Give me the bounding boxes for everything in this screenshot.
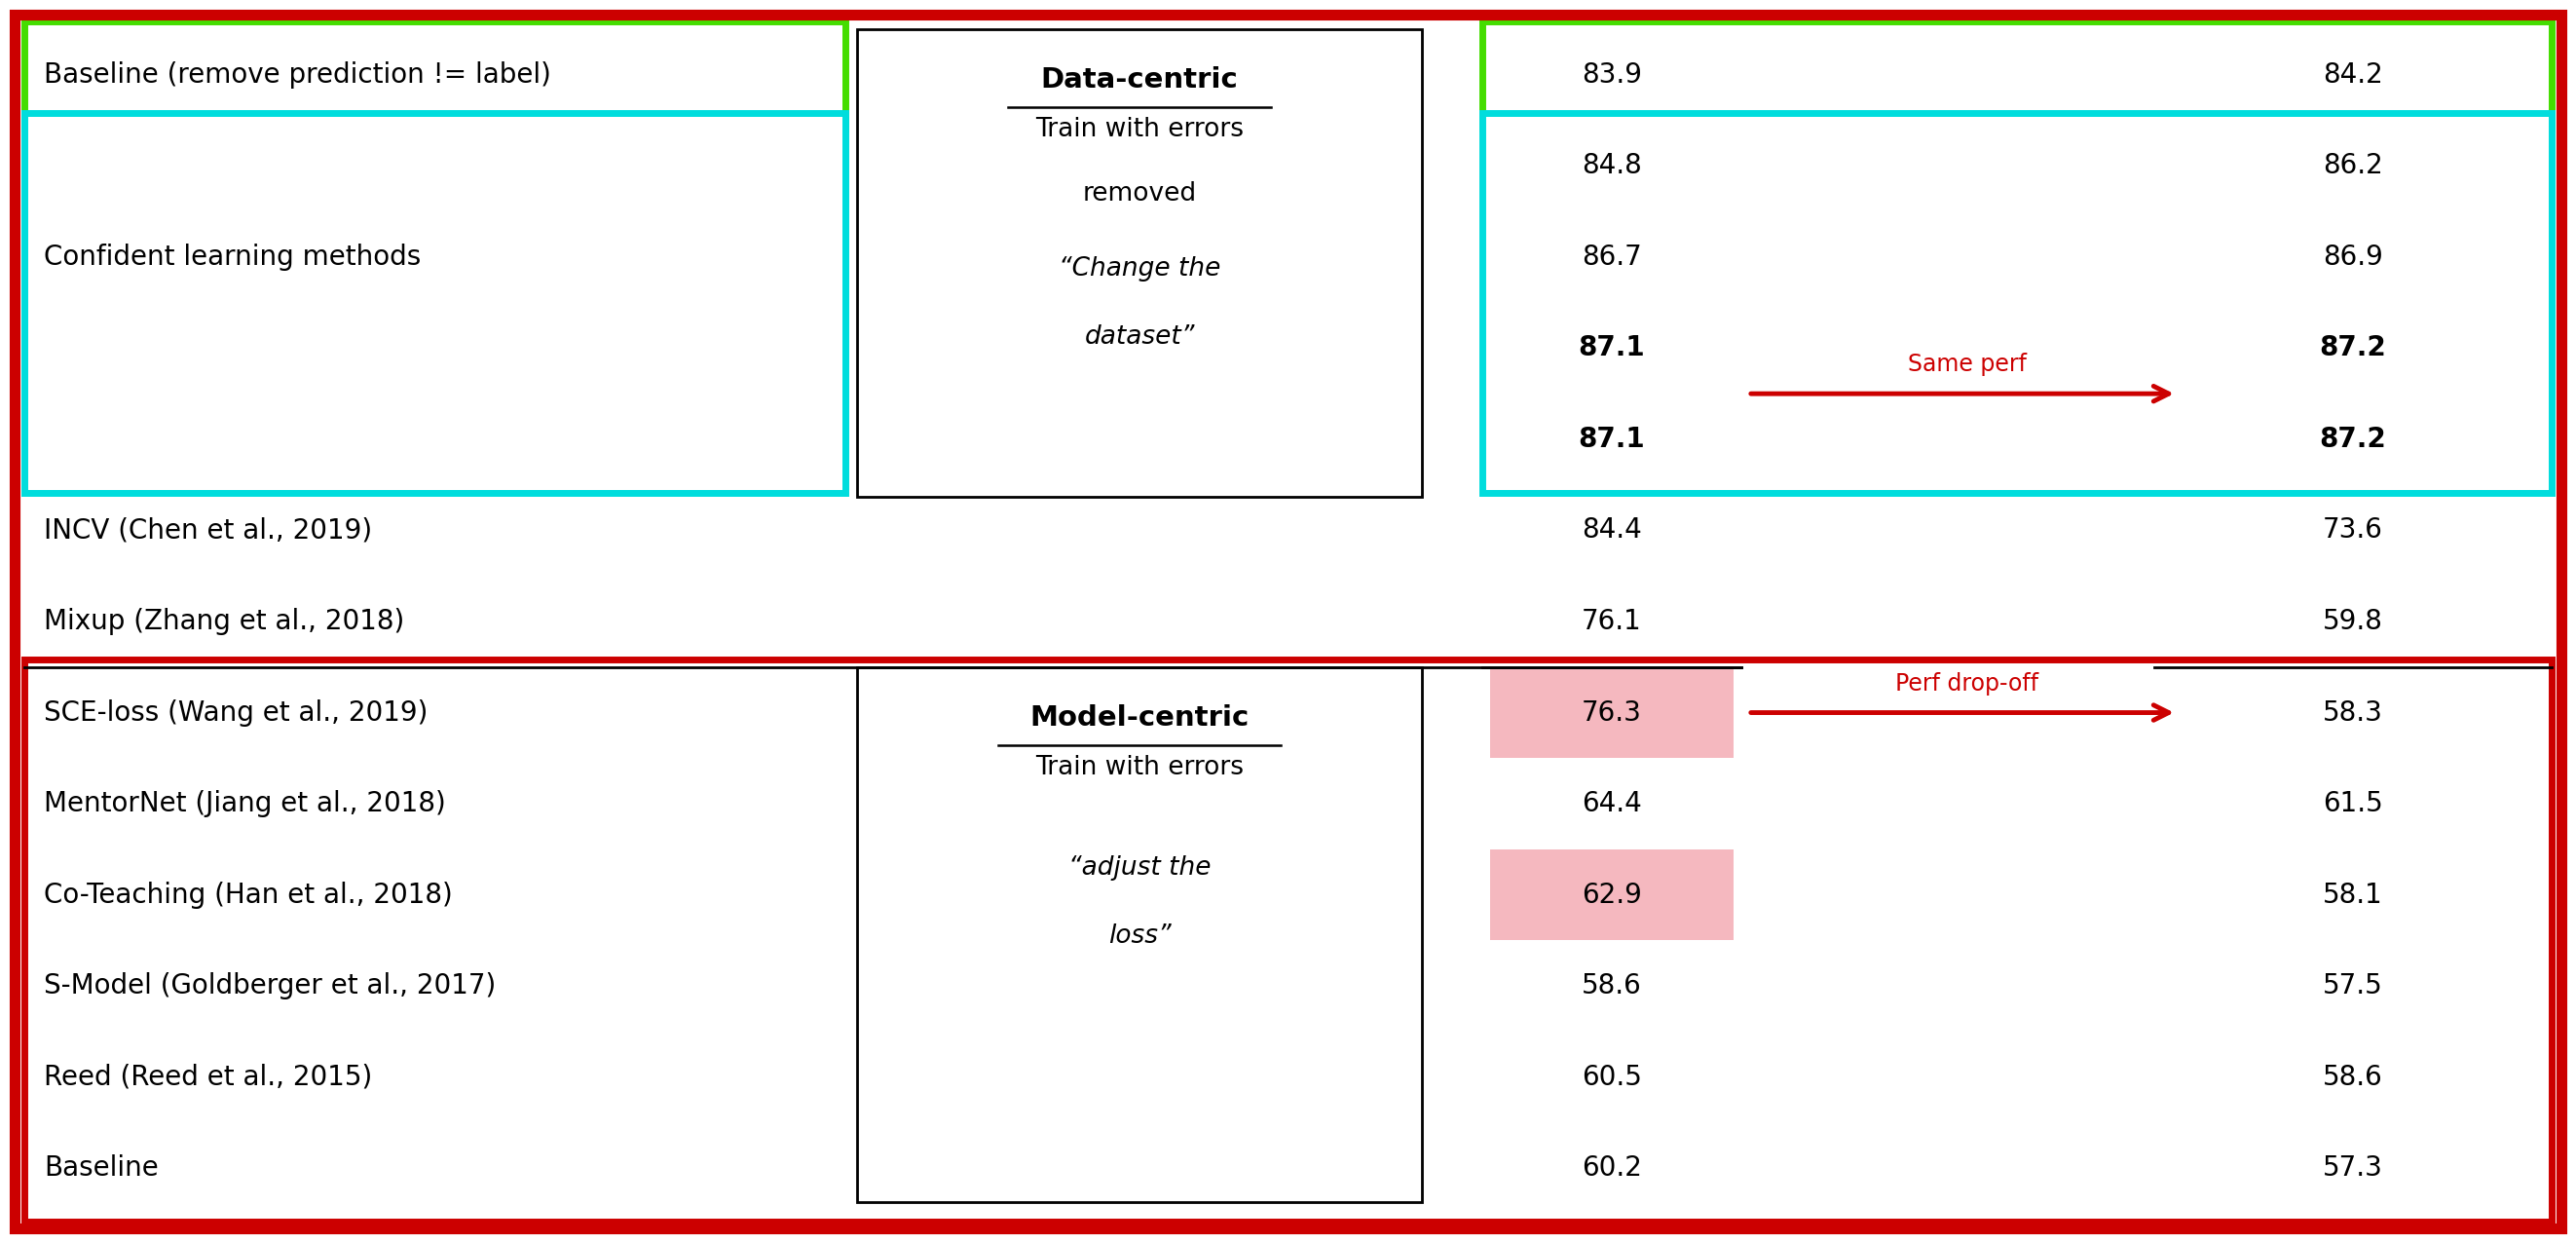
- Text: CL: PBNR: CL: PBNR: [44, 244, 170, 271]
- Text: 61.5: 61.5: [2324, 791, 2383, 818]
- Text: Baseline: Baseline: [44, 1155, 160, 1182]
- Text: 58.1: 58.1: [2324, 881, 2383, 909]
- Text: CL: IVAP-NR: CL: IVAP-NR: [44, 425, 204, 452]
- Text: 76.3: 76.3: [1582, 699, 1641, 726]
- Bar: [2161, 394, 2545, 485]
- Bar: [2161, 302, 2545, 394]
- Bar: [2161, 211, 2545, 302]
- Bar: [2161, 30, 2545, 121]
- Text: 76.1: 76.1: [1582, 608, 1641, 635]
- Text: 58.3: 58.3: [2324, 699, 2383, 726]
- Text: 58.6: 58.6: [2324, 1064, 2383, 1091]
- Text: Perf drop-off: Perf drop-off: [1896, 671, 2040, 695]
- Text: SCE-loss (Wang et al., 2019): SCE-loss (Wang et al., 2019): [44, 699, 428, 726]
- Text: 59.8: 59.8: [2324, 608, 2383, 635]
- Text: 73.6: 73.6: [2324, 517, 2383, 544]
- Text: 87.2: 87.2: [2318, 425, 2385, 452]
- Bar: [1489, 394, 1734, 485]
- Text: Reed (Reed et al., 2015): Reed (Reed et al., 2015): [44, 1064, 374, 1091]
- Text: “adjust the: “adjust the: [1069, 855, 1211, 880]
- Bar: [23, 659, 2553, 1222]
- Text: 84.2: 84.2: [2324, 61, 2383, 88]
- Bar: [1489, 302, 1734, 394]
- Text: 62.9: 62.9: [1582, 881, 1641, 909]
- Text: Baseline (remove prediction != label): Baseline (remove prediction != label): [44, 61, 551, 88]
- Bar: [1481, 21, 2553, 128]
- Bar: [23, 113, 845, 492]
- Bar: [1489, 30, 1734, 121]
- Text: CL: C+NR*: CL: C+NR*: [44, 334, 191, 362]
- Text: 87.1: 87.1: [1579, 334, 1646, 362]
- Text: loss”: loss”: [1108, 924, 1172, 948]
- Text: Data-centric: Data-centric: [1041, 66, 1239, 93]
- Bar: [23, 21, 845, 128]
- Bar: [2161, 121, 2545, 211]
- Text: 57.5: 57.5: [2324, 972, 2383, 999]
- Text: 86.9: 86.9: [2324, 244, 2383, 271]
- Text: 86.7: 86.7: [1582, 244, 1641, 271]
- Text: Train with errors: Train with errors: [1036, 117, 1244, 142]
- Bar: [1489, 667, 1734, 758]
- Text: 57.3: 57.3: [2324, 1155, 2383, 1182]
- Bar: [1489, 211, 1734, 302]
- Bar: [858, 30, 1422, 496]
- Text: Co-Teaching (Han et al., 2018): Co-Teaching (Han et al., 2018): [44, 881, 453, 909]
- Text: Confident learning methods: Confident learning methods: [44, 244, 420, 271]
- Text: Same perf: Same perf: [1909, 353, 2027, 377]
- Text: 60.5: 60.5: [1582, 1064, 1641, 1091]
- Bar: [1481, 113, 2553, 492]
- Text: 84.4: 84.4: [1582, 517, 1641, 544]
- Bar: [1489, 849, 1734, 941]
- Text: S-Model (Goldberger et al., 2017): S-Model (Goldberger et al., 2017): [44, 972, 497, 999]
- Text: 87.1: 87.1: [1579, 425, 1646, 452]
- Text: 58.6: 58.6: [1582, 972, 1641, 999]
- Text: Train with errors: Train with errors: [1036, 755, 1244, 781]
- Text: removed: removed: [1082, 181, 1195, 206]
- Text: 86.2: 86.2: [2324, 152, 2383, 179]
- Text: Model-centric: Model-centric: [1030, 704, 1249, 731]
- Text: 84.8: 84.8: [1582, 152, 1641, 179]
- Text: 60.2: 60.2: [1582, 1155, 1641, 1182]
- Text: 83.9: 83.9: [1582, 61, 1641, 88]
- Text: 64.4: 64.4: [1582, 791, 1641, 818]
- Text: INCV (Chen et al., 2019): INCV (Chen et al., 2019): [44, 517, 371, 544]
- Text: CL: PBC: CL: PBC: [44, 152, 149, 179]
- Text: “Change the: “Change the: [1059, 256, 1221, 281]
- Text: dataset”: dataset”: [1084, 324, 1195, 349]
- Bar: [858, 667, 1422, 1202]
- Text: MentorNet (Jiang et al., 2018): MentorNet (Jiang et al., 2018): [44, 791, 446, 818]
- Text: 87.2: 87.2: [2318, 334, 2385, 362]
- Text: Mixup (Zhang et al., 2018): Mixup (Zhang et al., 2018): [44, 608, 404, 635]
- Bar: [1489, 121, 1734, 211]
